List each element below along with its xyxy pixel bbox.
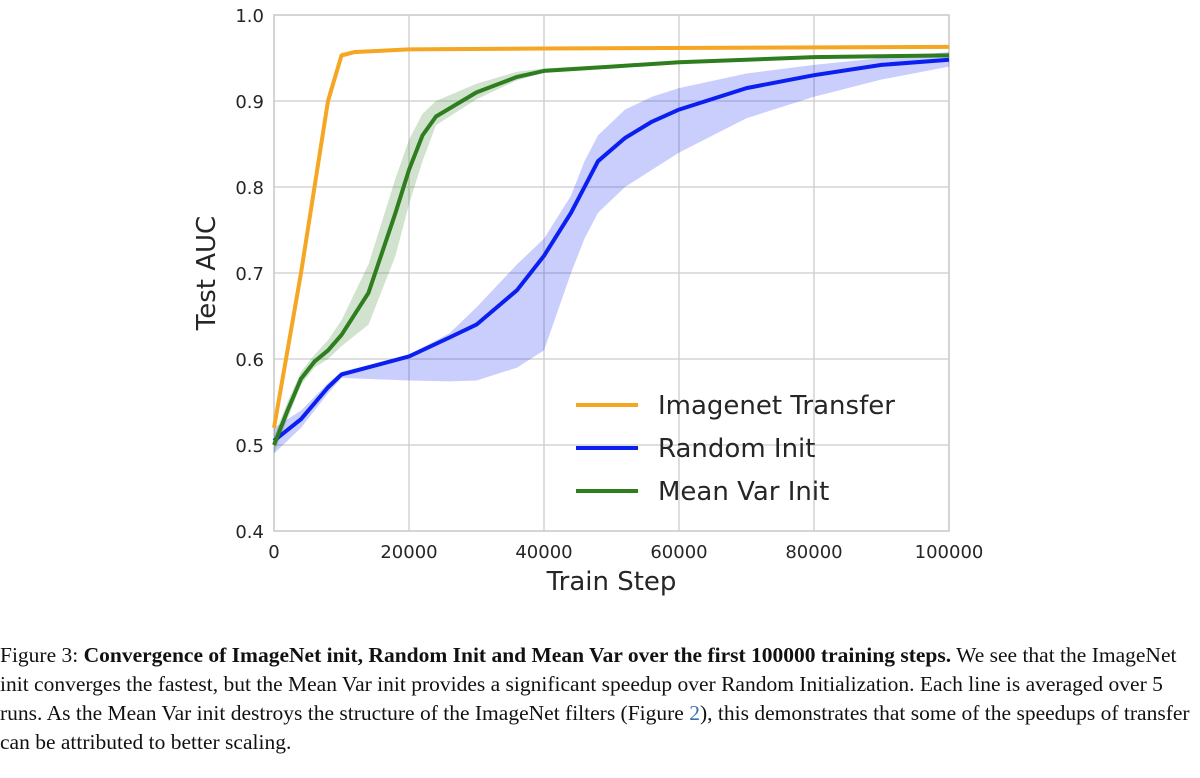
x-tick-label: 20000 bbox=[380, 542, 437, 563]
caption-body: We see that the ImageNet init converges … bbox=[0, 643, 1177, 725]
y-tick-label: 0.9 bbox=[235, 92, 264, 113]
caption-title: Convergence of ImageNet init, Random Ini… bbox=[83, 643, 952, 667]
y-tick-label: 0.6 bbox=[235, 350, 264, 371]
y-tick-label: 0.7 bbox=[235, 264, 264, 285]
x-tick-label: 80000 bbox=[785, 542, 842, 563]
figure-reference-link[interactable]: 2 bbox=[689, 701, 700, 725]
series-line bbox=[272, 53, 950, 446]
x-tick-label: 100000 bbox=[915, 542, 984, 563]
x-tick-label: 40000 bbox=[515, 542, 572, 563]
x-tick-label: 60000 bbox=[650, 542, 707, 563]
legend-label: Mean Var Init bbox=[658, 477, 829, 507]
y-tick-label: 0.8 bbox=[235, 178, 264, 199]
x-tick-label: 0 bbox=[268, 542, 279, 563]
y-tick-label: 1.0 bbox=[235, 6, 264, 27]
legend-label: Imagenet Transfer bbox=[658, 391, 895, 421]
legend-label: Random Init bbox=[658, 434, 815, 464]
y-tick-label: 0.5 bbox=[235, 436, 264, 457]
chart: 0 20000 40000 60000 80000 100000 0.4 0.5 0.6 0.7 0… bbox=[192, 6, 984, 597]
figure-caption: Figure 3: Convergence of ImageNet init, … bbox=[0, 641, 1200, 757]
x-axis-label: Train Step bbox=[546, 567, 677, 597]
confidence-band bbox=[274, 51, 949, 454]
series-line bbox=[272, 44, 950, 429]
caption-label: Figure 3: bbox=[0, 643, 84, 667]
caption-body-end: ), this demonstrates that some of the sp… bbox=[0, 701, 1190, 754]
series-line bbox=[272, 57, 950, 443]
y-axis-label: Test AUC bbox=[192, 216, 222, 331]
y-tick-label: 0.4 bbox=[235, 522, 264, 543]
